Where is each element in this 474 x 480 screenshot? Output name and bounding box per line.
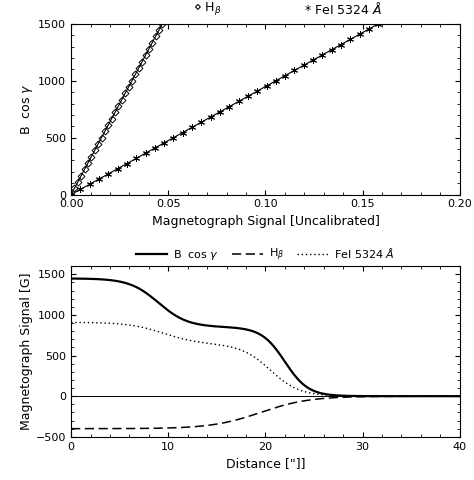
X-axis label: Magnetograph Signal [Uncalibrated]: Magnetograph Signal [Uncalibrated]: [152, 215, 379, 228]
Y-axis label: B  cos $\gamma$: B cos $\gamma$: [19, 84, 36, 135]
Text: * FeI 5324 $\AA$: * FeI 5324 $\AA$: [304, 1, 383, 17]
X-axis label: Distance ["]]: Distance ["]]: [226, 457, 305, 470]
Legend: B  cos $\gamma$, H$_{\beta}$, FeI 5324 $\AA$: B cos $\gamma$, H$_{\beta}$, FeI 5324 $\…: [132, 241, 399, 268]
Y-axis label: Magnetograph Signal [G]: Magnetograph Signal [G]: [20, 273, 33, 430]
Text: $\diamond$ H$_{\beta}$: $\diamond$ H$_{\beta}$: [193, 0, 221, 17]
